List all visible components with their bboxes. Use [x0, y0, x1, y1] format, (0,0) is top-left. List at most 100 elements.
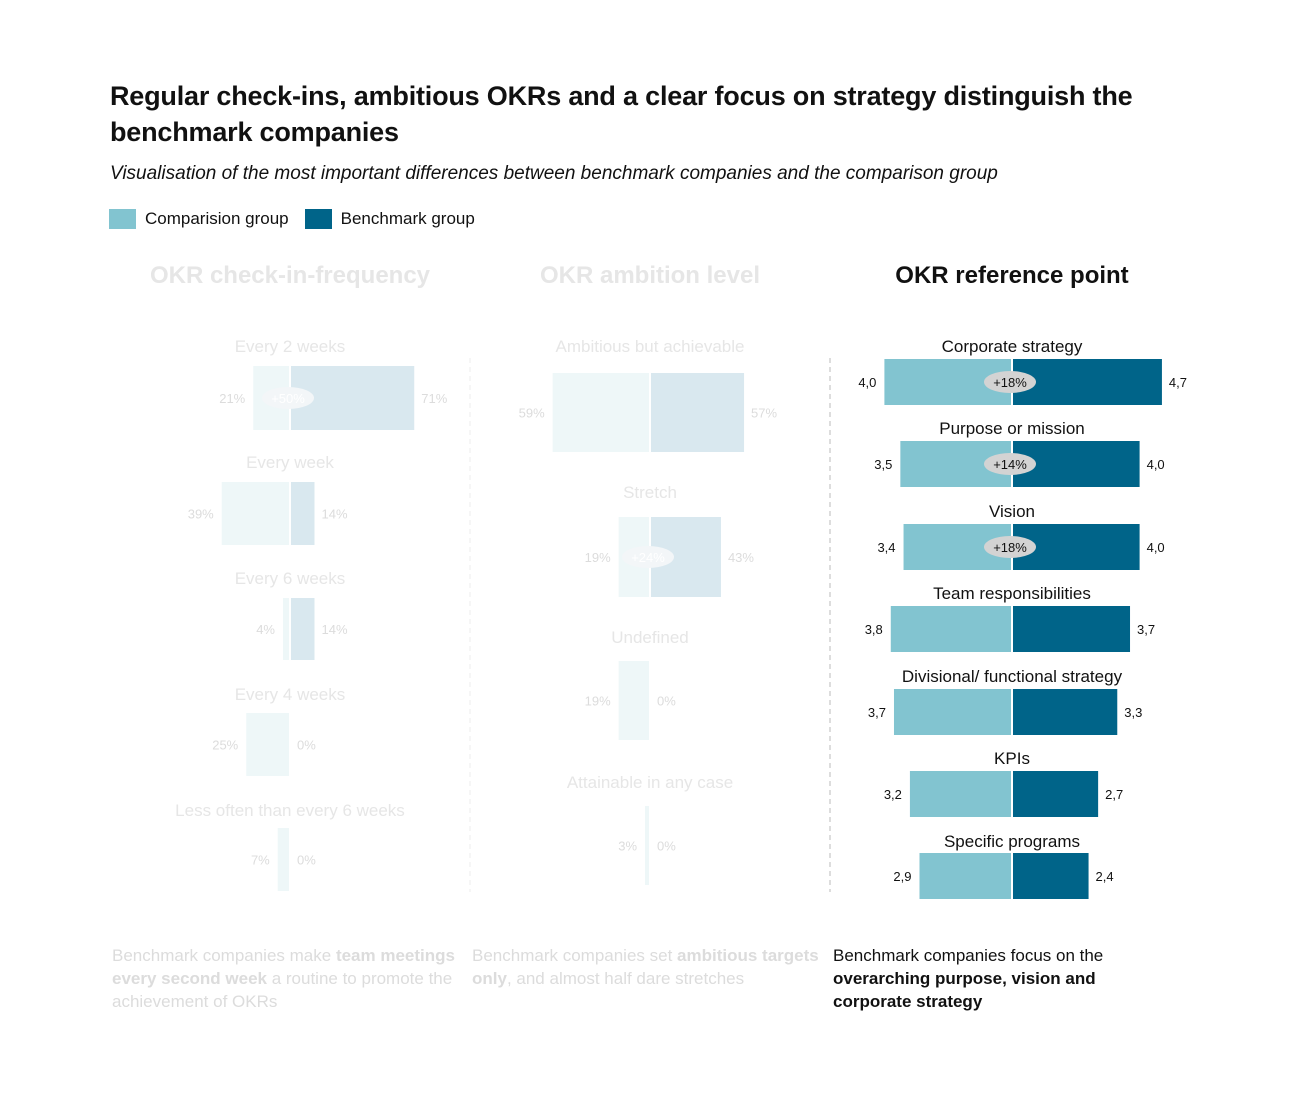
chart1-value-label-benchmark: 43%	[728, 550, 754, 565]
note-ambition-pre: Benchmark companies set	[472, 946, 678, 965]
chart1-difference-badge-label: +24%	[631, 550, 665, 565]
chart2-category-label: Divisional/ functional strategy	[902, 667, 1123, 686]
legend: Comparision group Benchmark group	[109, 206, 491, 232]
chart2-bar-comparison	[909, 771, 1012, 817]
chart0-value-label-comparison: 21%	[219, 391, 245, 406]
chart2-bar-benchmark	[1012, 771, 1099, 817]
chart2-value-label-comparison: 3,2	[884, 787, 902, 802]
note-ambition: Benchmark companies set ambitious target…	[472, 944, 828, 990]
chart0-bar-comparison	[221, 482, 290, 545]
note-checkin: Benchmark companies make team meetings e…	[112, 944, 462, 1013]
chart2-value-label-benchmark: 4,0	[1147, 540, 1165, 555]
chart0-value-label-benchmark: 71%	[421, 391, 447, 406]
note-reference-pre: Benchmark companies focus on the	[833, 946, 1104, 965]
legend-swatch-comparison	[109, 209, 136, 229]
chart0-bar-comparison	[277, 828, 290, 891]
note-checkin-post: a routine to promote the achievement of …	[112, 969, 453, 1011]
note-checkin-bold: team meetings every second week	[112, 946, 455, 988]
chart2-value-label-comparison: 3,8	[865, 622, 883, 637]
chart2-bar-comparison	[919, 853, 1012, 899]
chart1-difference-badge	[622, 546, 674, 568]
note-ambition-post: , and almost half dare stretches	[506, 969, 745, 988]
chart2-bar-comparison	[890, 606, 1012, 652]
chart2-value-label-comparison: 2,9	[893, 869, 911, 884]
note-reference-bold: overarching purpose, vision and corporat…	[833, 969, 1096, 1011]
chart0-value-label-benchmark: 14%	[322, 622, 348, 637]
chart2-difference-badge	[984, 536, 1036, 558]
legend-item-comparison: Comparision group	[109, 209, 289, 229]
chart1-category-label: Attainable in any case	[567, 773, 733, 792]
chart0-value-label-comparison: 4%	[256, 622, 275, 637]
chart2-difference-badge-label: +18%	[993, 540, 1027, 555]
chart1-value-label-comparison: 3%	[618, 839, 637, 854]
chart2-bar-comparison	[893, 689, 1012, 735]
chart0-value-label-comparison: 39%	[188, 507, 214, 522]
chart0-category-label: Every 6 weeks	[235, 569, 346, 588]
chart2-difference-badge	[984, 453, 1036, 475]
chart0-category-label: Less often than every 6 weeks	[175, 801, 405, 820]
chart0-category-label: Every week	[246, 453, 334, 472]
chart1-category-label: Ambitious but achievable	[555, 337, 744, 356]
note-ambition-bold: ambitious targets only	[472, 946, 819, 988]
chart2-value-label-benchmark: 4,7	[1169, 375, 1187, 390]
chart1-bar-comparison	[645, 806, 650, 885]
chart0-value-label-benchmark: 0%	[297, 738, 316, 753]
chart2-value-label-comparison: 3,7	[868, 705, 886, 720]
chart0-category-label: Every 2 weeks	[235, 337, 346, 356]
chart-title: Regular check-ins, ambitious OKRs and a …	[110, 81, 1133, 147]
chart1-bar-benchmark	[650, 373, 745, 452]
chart0-value-label-benchmark: 0%	[297, 853, 316, 868]
chart2-category-label: Vision	[989, 502, 1035, 521]
chart1-panel-title: OKR ambition level	[540, 262, 760, 289]
chart0-category-label: Every 4 weeks	[235, 685, 346, 704]
chart1-bar-comparison	[618, 661, 650, 740]
chart1-value-label-comparison: 19%	[585, 694, 611, 709]
chart2-difference-badge	[984, 371, 1036, 393]
chart2-category-label: KPIs	[994, 749, 1030, 768]
chart2-category-label: Specific programs	[944, 832, 1080, 851]
chart0-bar-benchmark	[290, 482, 315, 545]
chart1-bar-comparison	[552, 373, 650, 452]
chart2-category-label: Team responsibilities	[933, 584, 1091, 603]
chart0-value-label-comparison: 7%	[251, 853, 270, 868]
chart2-bar-benchmark	[1012, 853, 1089, 899]
chart1-category-label: Stretch	[623, 483, 677, 502]
chart2-difference-badge-label: +18%	[993, 375, 1027, 390]
legend-item-benchmark: Benchmark group	[304, 209, 475, 229]
chart2-difference-badge-label: +14%	[993, 457, 1027, 472]
chart1-value-label-benchmark: 0%	[657, 839, 676, 854]
chart0-difference-badge-label: +50%	[271, 391, 305, 406]
chart0-value-label-comparison: 25%	[212, 738, 238, 753]
chart1-value-label-comparison: 59%	[519, 406, 545, 421]
chart2-bar-benchmark	[1012, 606, 1131, 652]
chart1-value-label-benchmark: 57%	[751, 406, 777, 421]
chart-subtitle: Visualisation of the most important diff…	[110, 163, 998, 184]
note-reference: Benchmark companies focus on the overarc…	[833, 944, 1133, 1013]
chart2-value-label-benchmark: 2,7	[1105, 787, 1123, 802]
chart2-bar-benchmark	[1012, 689, 1118, 735]
chart2-category-label: Purpose or mission	[939, 419, 1085, 438]
chart2-category-label: Corporate strategy	[942, 337, 1083, 356]
chart0-panel-title: OKR check-in-frequency	[150, 262, 431, 289]
chart2-value-label-comparison: 3,4	[877, 540, 895, 555]
chart0-bar-benchmark	[290, 598, 315, 660]
note-checkin-pre: Benchmark companies make	[112, 946, 336, 965]
chart1-category-label: Undefined	[611, 628, 689, 647]
legend-label-benchmark: Benchmark group	[340, 209, 475, 228]
chart0-value-label-benchmark: 14%	[322, 507, 348, 522]
chart2-value-label-benchmark: 2,4	[1096, 869, 1114, 884]
chart2-bar-benchmark	[1012, 359, 1162, 405]
chart0-bar-comparison	[283, 598, 290, 660]
chart1-value-label-benchmark: 0%	[657, 694, 676, 709]
chart2-value-label-benchmark: 4,0	[1147, 457, 1165, 472]
chart2-value-label-benchmark: 3,7	[1137, 622, 1155, 637]
legend-label-comparison: Comparision group	[145, 209, 289, 228]
chart0-difference-badge	[262, 387, 314, 409]
chart2-value-label-comparison: 4,0	[858, 375, 876, 390]
chart1-value-label-comparison: 19%	[585, 550, 611, 565]
chart2-panel-title: OKR reference point	[895, 262, 1128, 289]
legend-swatch-benchmark	[304, 209, 332, 229]
chart0-bar-comparison	[246, 713, 290, 776]
chart2-value-label-benchmark: 3,3	[1124, 705, 1142, 720]
